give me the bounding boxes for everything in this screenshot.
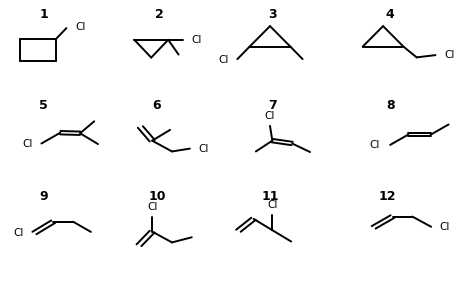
Text: Cl: Cl (265, 111, 275, 121)
Text: Cl: Cl (198, 144, 209, 154)
Text: 12: 12 (379, 190, 397, 203)
Text: Cl: Cl (75, 22, 85, 32)
Text: 1: 1 (39, 8, 48, 21)
Text: 7: 7 (268, 99, 277, 112)
Text: Cl: Cl (444, 50, 455, 60)
Text: 10: 10 (148, 190, 165, 203)
Text: Cl: Cl (147, 202, 157, 212)
Text: 6: 6 (153, 99, 161, 112)
Text: Cl: Cl (23, 139, 33, 148)
Text: Cl: Cl (369, 140, 379, 150)
Text: 5: 5 (39, 99, 48, 112)
Text: 2: 2 (155, 8, 164, 21)
Text: Cl: Cl (219, 55, 229, 65)
Text: 3: 3 (268, 8, 277, 21)
Text: 11: 11 (261, 190, 279, 203)
Text: 8: 8 (386, 99, 394, 112)
Text: Cl: Cl (267, 200, 278, 210)
Text: Cl: Cl (192, 35, 202, 45)
Text: Cl: Cl (13, 228, 24, 238)
Text: 4: 4 (386, 8, 394, 21)
Text: 9: 9 (39, 190, 48, 203)
Text: Cl: Cl (439, 222, 450, 232)
